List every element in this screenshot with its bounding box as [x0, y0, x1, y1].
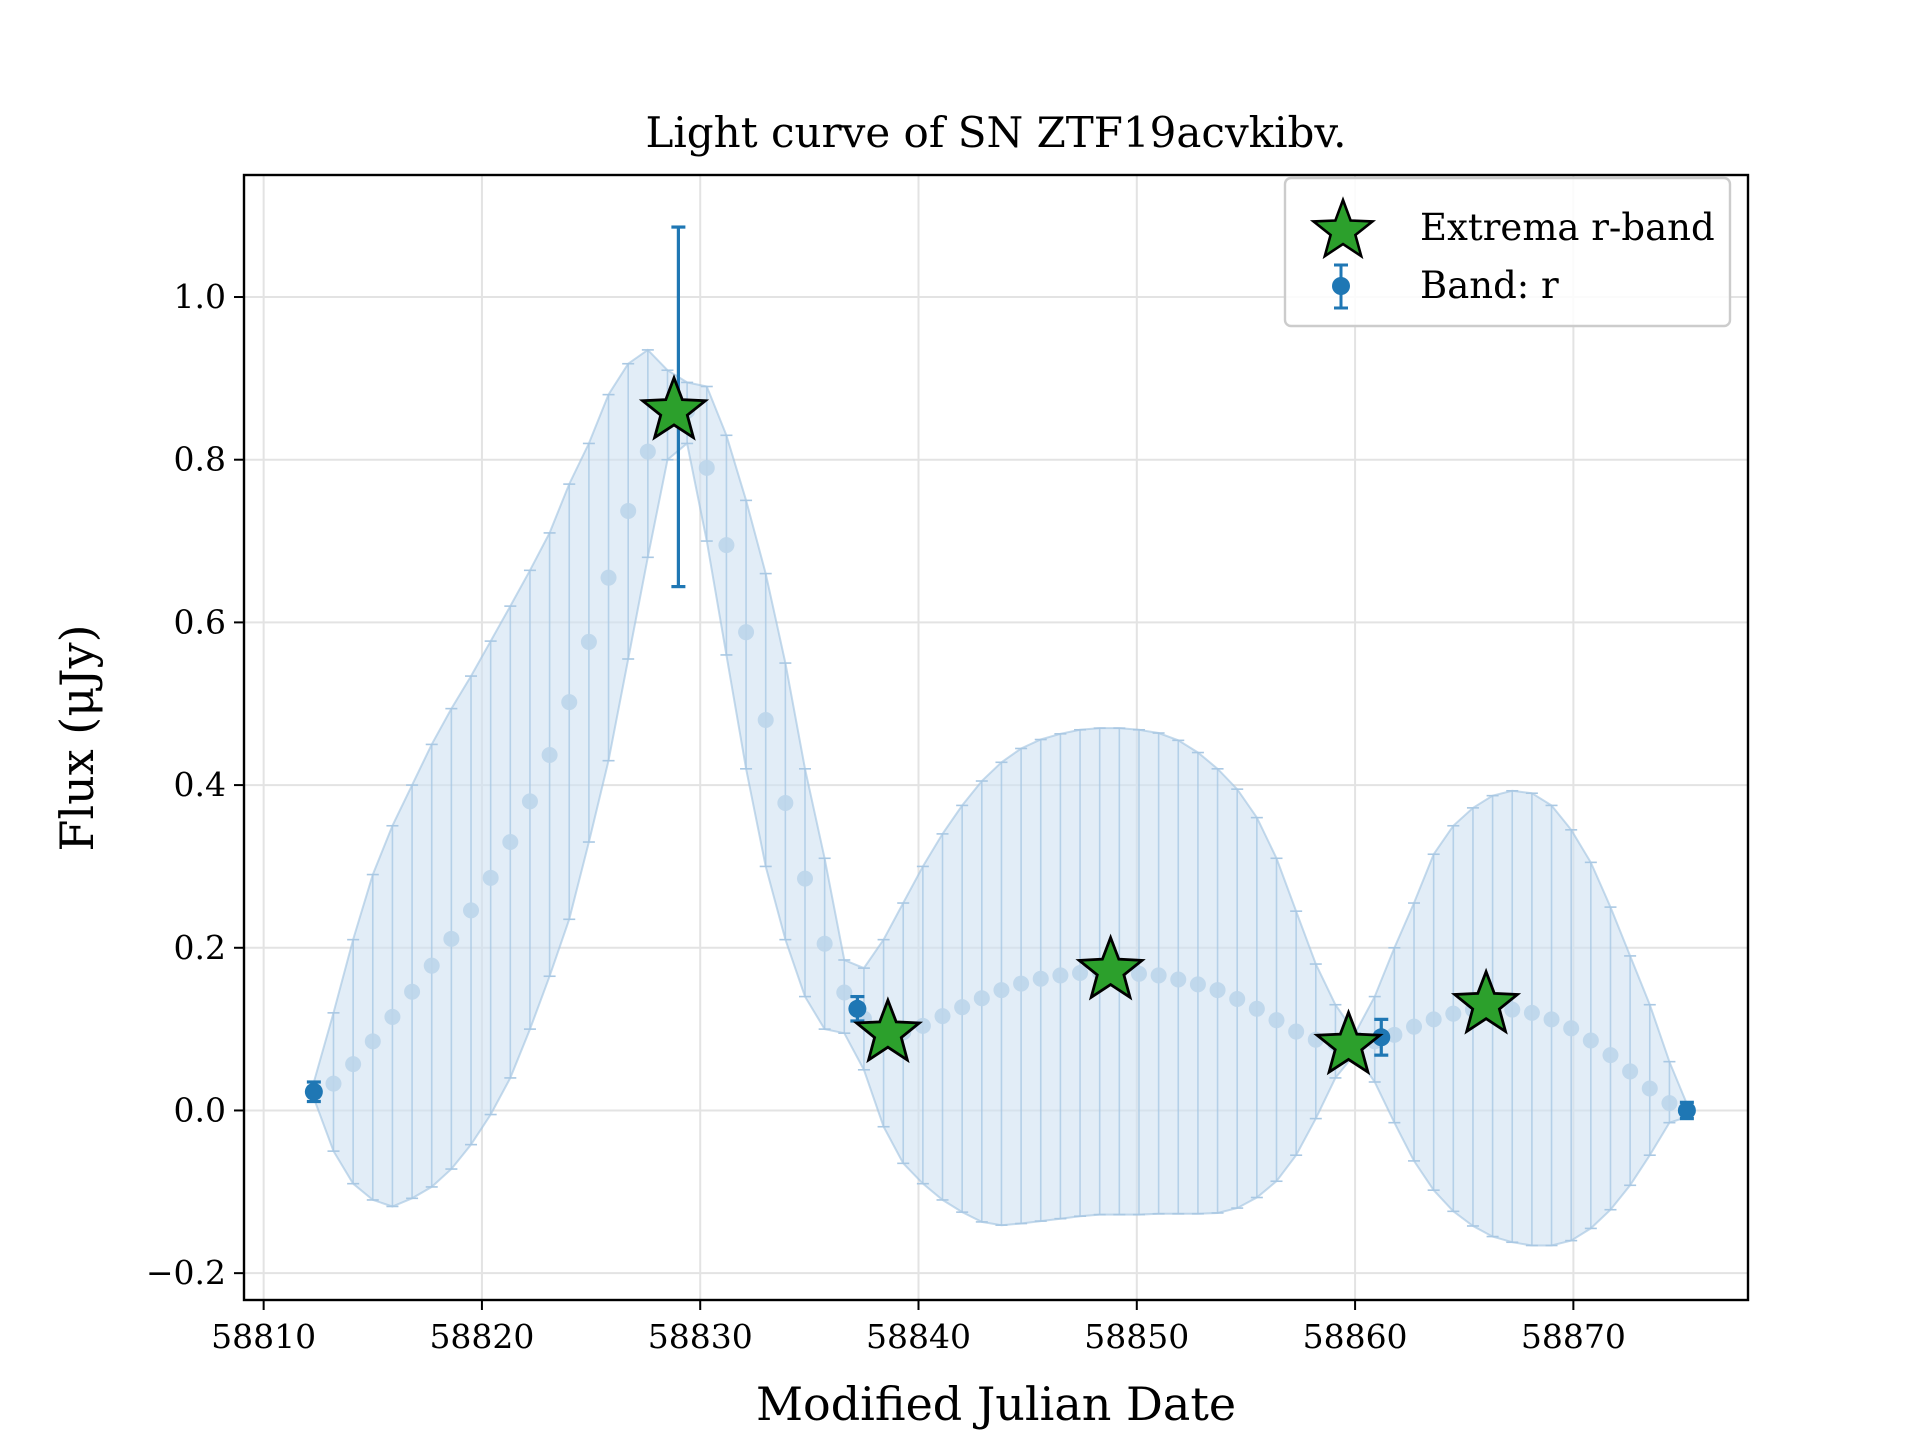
model-point — [1248, 1000, 1265, 1017]
y-tick-label: 0.4 — [174, 765, 226, 804]
model-point — [1661, 1095, 1678, 1112]
chart-title: Light curve of SN ZTF19acvkibv. — [645, 108, 1346, 157]
x-tick-label: 58870 — [1521, 1317, 1626, 1356]
extrema-star — [1075, 933, 1146, 1001]
model-point — [1170, 971, 1187, 988]
model-point — [384, 1008, 401, 1025]
model-point — [777, 794, 794, 811]
model-point — [973, 990, 990, 1007]
model-point — [1622, 1063, 1639, 1080]
x-tick-label: 58810 — [211, 1317, 316, 1356]
model-point — [1032, 970, 1049, 987]
observed-point — [1372, 1028, 1391, 1047]
model-point — [1563, 1020, 1580, 1037]
model-point — [1189, 976, 1206, 993]
model-point — [364, 1033, 381, 1050]
x-tick-label: 58840 — [866, 1317, 971, 1356]
model-point — [639, 443, 656, 460]
model-point — [1229, 991, 1246, 1008]
observed-point — [848, 999, 867, 1018]
x-axis-label: Modified Julian Date — [756, 1377, 1236, 1431]
model-point — [993, 982, 1010, 999]
y-tick-label: 0.6 — [174, 602, 226, 641]
model-point — [521, 793, 538, 810]
model-point — [325, 1075, 342, 1092]
model-point — [345, 1056, 362, 1073]
model-point — [1130, 965, 1147, 982]
model-point — [836, 984, 853, 1001]
model-point — [718, 537, 735, 554]
x-tick-label: 58820 — [429, 1317, 534, 1356]
y-tick-label: 0.0 — [174, 1090, 226, 1129]
legend-extrema-star — [1309, 196, 1377, 260]
model-point — [600, 569, 617, 586]
model-point — [1268, 1012, 1285, 1029]
y-tick-label: 0.2 — [174, 928, 226, 967]
y-tick-label: 0.8 — [174, 440, 226, 479]
model-point — [561, 694, 578, 711]
model-point — [404, 983, 421, 1000]
model-point — [1543, 1011, 1560, 1028]
model-point — [1406, 1018, 1423, 1035]
legend-observed-marker — [1332, 277, 1350, 295]
x-tick-label: 58830 — [648, 1317, 753, 1356]
model-point — [1602, 1047, 1619, 1064]
model-point — [580, 633, 597, 650]
model-point — [796, 870, 813, 887]
extrema-star — [1450, 967, 1522, 1035]
x-axis-ticks: 58810 58820 58830 58840 58850 58860 58870 — [211, 1300, 1626, 1356]
model-point — [1504, 1001, 1521, 1018]
model-point — [757, 712, 774, 729]
model-point — [1523, 1004, 1540, 1021]
y-tick-label: −0.2 — [146, 1253, 226, 1292]
model-point — [482, 869, 499, 886]
model-point — [738, 624, 755, 641]
model-point — [1288, 1023, 1305, 1040]
legend-label-observed: Band: r — [1420, 264, 1559, 307]
y-axis-ticks: −0.2 0.0 0.2 0.4 0.6 0.8 1.0 — [146, 277, 244, 1292]
model-point — [1641, 1080, 1658, 1097]
model-point — [1445, 1005, 1462, 1022]
extrema-star — [1313, 1008, 1384, 1076]
extrema-series — [638, 373, 1522, 1076]
y-tick-label: 1.0 — [174, 277, 226, 316]
x-tick-label: 58860 — [1303, 1317, 1408, 1356]
model-point — [423, 957, 440, 974]
plot-frame — [242, 173, 1750, 1302]
model-point — [698, 459, 715, 476]
legend-label-extrema: Extrema r-band — [1420, 206, 1715, 249]
model-point — [934, 1008, 951, 1025]
model-point — [463, 902, 480, 919]
model-point — [502, 834, 519, 851]
model-point — [443, 930, 460, 947]
model-point — [1582, 1032, 1599, 1049]
y-axis-label: Flux (μJy) — [50, 624, 104, 851]
x-tick-label: 58850 — [1084, 1317, 1189, 1356]
observed-point — [304, 1082, 323, 1101]
model-point — [1425, 1011, 1442, 1028]
model-point — [816, 935, 833, 952]
model-point — [620, 502, 637, 519]
model-point — [541, 746, 558, 763]
model-point — [1052, 967, 1069, 984]
observed-point — [1677, 1101, 1696, 1120]
extrema-star — [852, 996, 924, 1064]
legend-box — [1283, 176, 1732, 328]
model-point — [1386, 1026, 1403, 1043]
model-point — [954, 999, 971, 1016]
model-point — [1209, 982, 1226, 999]
model-point — [1150, 967, 1167, 984]
extrema-star — [638, 373, 710, 441]
legend: Extrema r-band Band: r — [1283, 176, 1732, 328]
model-point — [1072, 964, 1089, 981]
model-point — [1013, 975, 1030, 992]
